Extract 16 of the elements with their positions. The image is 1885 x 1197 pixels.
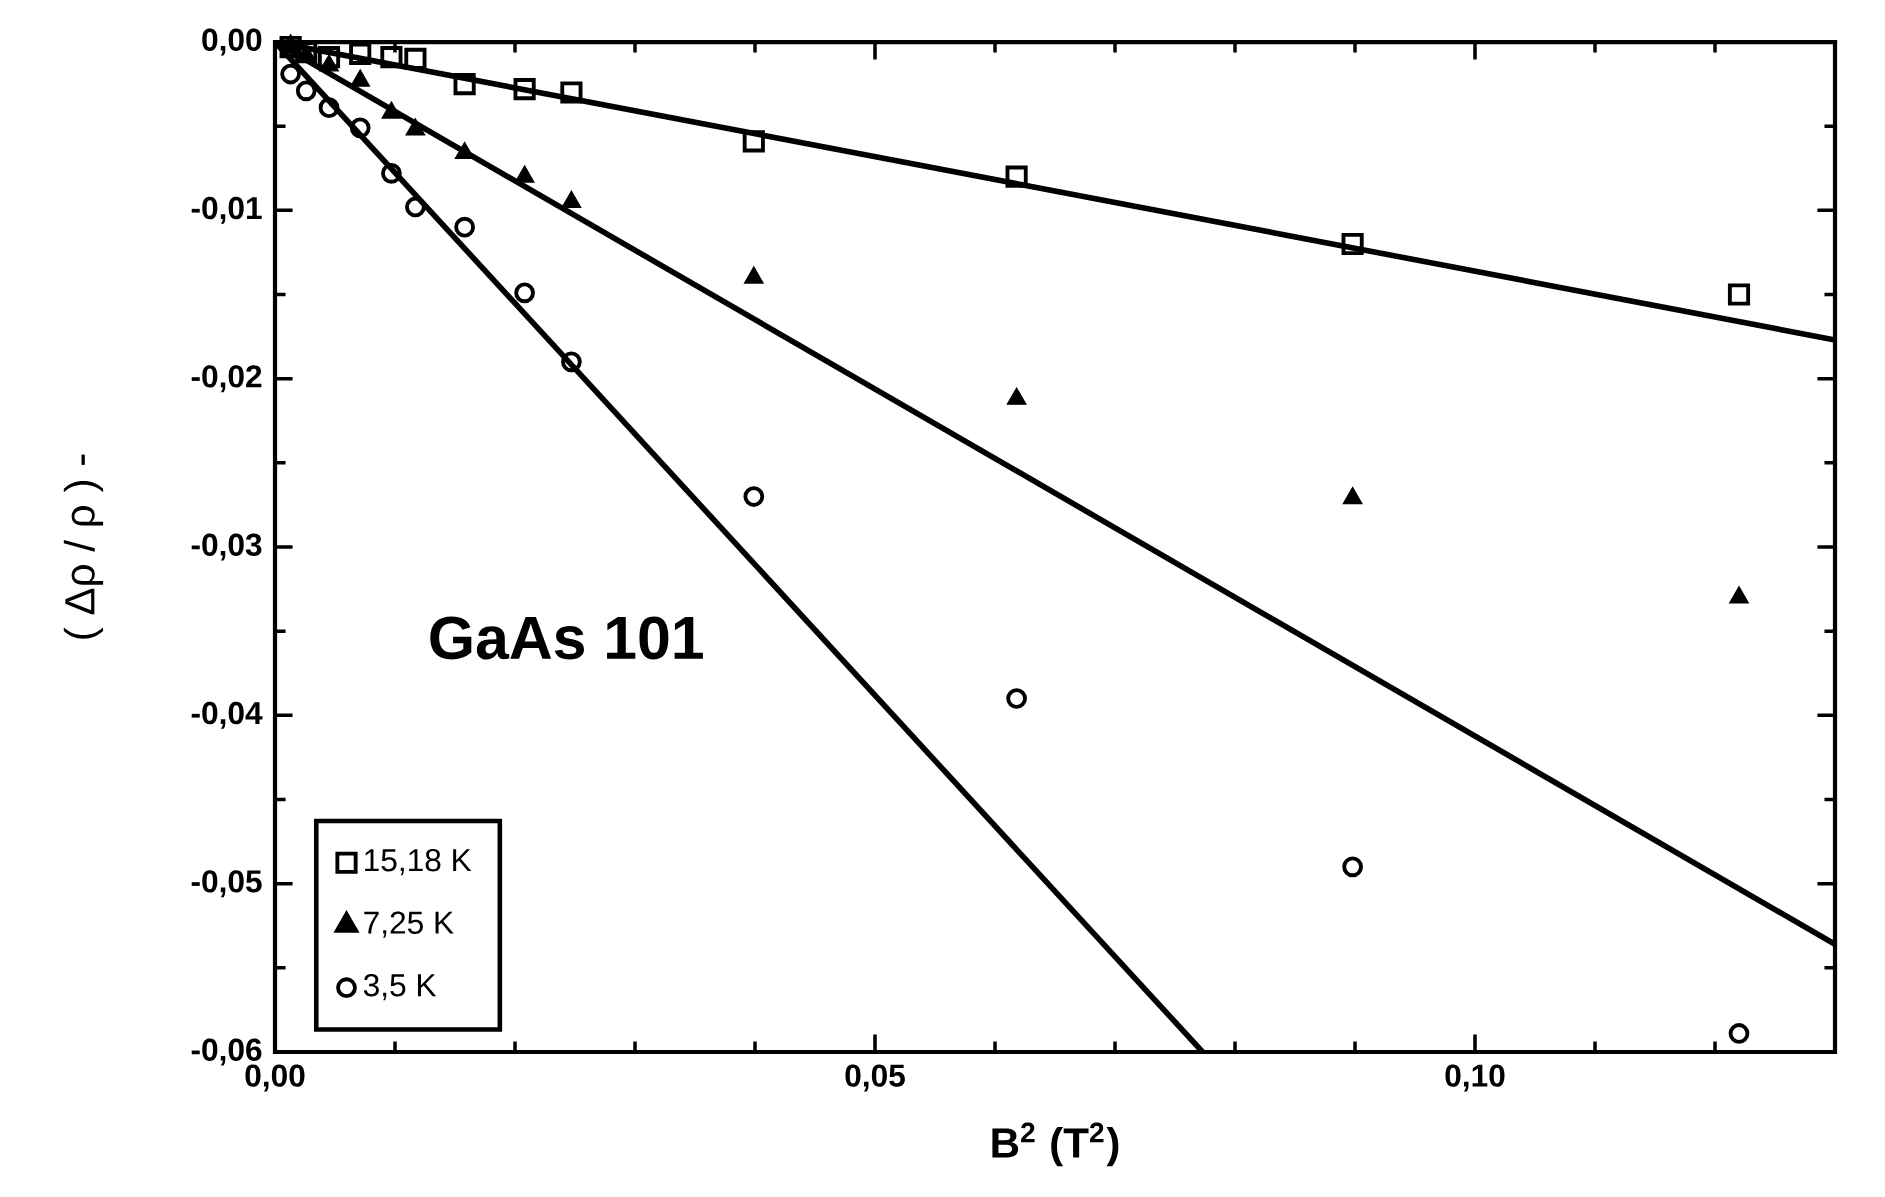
- x-tick-label: 0,10: [1445, 1064, 1505, 1092]
- y-tick-label: -0,05: [191, 870, 262, 898]
- x-tick-label: 0,05: [845, 1064, 905, 1092]
- y-tick-label: 0,00: [202, 28, 262, 56]
- y-tick-label: -0,06: [191, 1038, 262, 1066]
- x-axis-title: B$^{2}$ (T$^{2}$): [992, 1122, 1119, 1167]
- y-tick-label: -0,03: [191, 533, 262, 561]
- annotation: GaAs 101: [430, 616, 703, 660]
- legend-label: 7,25 K: [364, 911, 454, 938]
- y-tick-label: -0,04: [191, 701, 263, 729]
- legend-label: 15,18 K: [365, 849, 472, 876]
- y-tick-label: -0,01: [191, 196, 262, 224]
- legend-label: 3,5 K: [363, 974, 437, 1001]
- y-axis-title: ( Δρ / ρ ) -: [63, 454, 104, 639]
- x-tick-label: 0,00: [245, 1064, 305, 1092]
- y-tick-label: -0,02: [191, 365, 262, 393]
